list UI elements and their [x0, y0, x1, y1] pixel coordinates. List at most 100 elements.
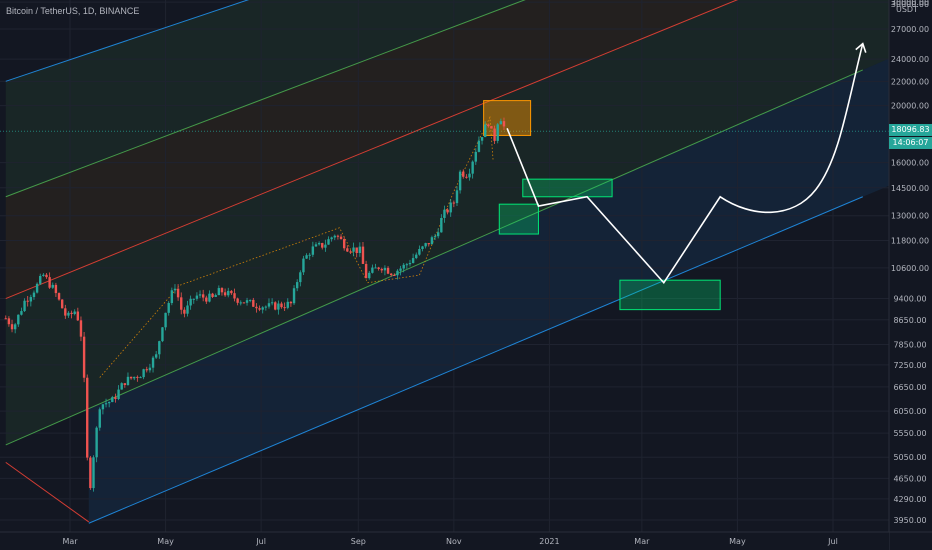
candle-body — [26, 300, 29, 302]
candle-body — [327, 239, 330, 245]
candle-body — [487, 124, 490, 127]
price-axis-tick: 5550.00 — [893, 429, 926, 438]
price-axis-currency: USDT — [896, 5, 918, 14]
candle-body — [396, 270, 399, 276]
candle-body — [289, 301, 293, 304]
candle-body — [10, 324, 14, 330]
candle-body — [443, 209, 446, 219]
channel-lines — [0, 0, 889, 524]
candle-body — [502, 121, 506, 127]
candle-body — [23, 300, 26, 312]
candle-body — [446, 209, 449, 213]
candle-body — [242, 302, 246, 304]
candle-body — [483, 124, 487, 138]
candle-body — [195, 295, 199, 299]
candle-body — [39, 275, 42, 284]
time-axis-tick: Sep — [351, 537, 366, 546]
candle-body — [280, 303, 283, 308]
candle-body — [474, 151, 477, 162]
candle-body — [377, 267, 380, 269]
candle-body — [111, 397, 114, 403]
candle-body — [161, 327, 164, 342]
candle-body — [452, 202, 456, 204]
price-axis-tick: 13000.00 — [891, 212, 929, 221]
candle-body — [427, 243, 430, 245]
channel-bands — [5, 0, 889, 524]
candle-body — [480, 137, 484, 141]
candle-body — [358, 246, 362, 254]
candle-body — [217, 288, 221, 296]
time-axis-tick: 2021 — [539, 537, 559, 546]
candle-body — [355, 247, 358, 254]
candle-body — [415, 254, 418, 259]
candle-body — [364, 263, 368, 279]
candle-body — [252, 299, 255, 307]
price-axis-tick: 6650.00 — [893, 383, 926, 392]
price-axis-top-tick: 30000.00 — [891, 0, 929, 9]
candle-body — [167, 303, 170, 313]
candle-body — [136, 376, 139, 378]
candle-body — [270, 302, 274, 304]
candle-body — [274, 302, 277, 310]
candle-body — [418, 249, 421, 255]
candle-body — [70, 312, 73, 315]
candle-body — [180, 297, 183, 310]
candle-body — [261, 307, 264, 310]
price-axis: 30000.00 27000.00 24000.00 22000.00 20000.00… — [891, 0, 929, 525]
candle-body — [117, 389, 120, 399]
candle-body — [339, 236, 343, 240]
candle-body — [98, 409, 101, 428]
candle-body — [321, 243, 324, 248]
candle-body — [201, 294, 205, 298]
candle-body — [493, 128, 496, 141]
candle-body — [133, 376, 136, 379]
candle-body — [64, 308, 67, 316]
candle-body — [402, 264, 405, 269]
channel-line-4 — [5, 0, 526, 198]
price-axis-tick: 22000.00 — [891, 77, 929, 86]
candle-body — [308, 254, 311, 256]
candle-body — [330, 237, 333, 240]
time-axis-tick: Nov — [446, 537, 462, 546]
candle-body — [154, 354, 158, 358]
candle-body — [305, 255, 308, 259]
candle-body — [236, 298, 239, 303]
candle-body — [198, 294, 202, 296]
channel-band — [88, 58, 889, 524]
price-axis-tick: 4650.00 — [893, 474, 926, 483]
price-axis-tick: 16000.00 — [891, 159, 929, 168]
candle-body — [430, 237, 434, 245]
price-projection-path — [506, 42, 867, 285]
candle-body — [101, 404, 105, 410]
candle-body — [142, 369, 145, 378]
candle-body — [73, 311, 76, 315]
candle-body — [277, 303, 280, 310]
candle-body — [440, 218, 443, 233]
candle-body — [490, 126, 493, 129]
time-axis-tick: May — [157, 537, 174, 546]
candle-body — [433, 236, 437, 238]
candle-body — [302, 258, 305, 273]
candle-body — [471, 161, 474, 174]
candle-body — [424, 243, 427, 247]
candle-body — [336, 235, 340, 237]
candle-body — [292, 288, 296, 304]
candle-body — [82, 336, 86, 378]
time-axis-tick: Mar — [634, 537, 650, 546]
channel-line-2 — [5, 69, 863, 446]
price-axis-tick: 6050.00 — [893, 407, 926, 416]
candle-body — [158, 341, 161, 355]
candle-body — [20, 311, 23, 315]
candle-body — [86, 377, 89, 458]
candle-body — [227, 290, 230, 296]
candle-body — [211, 293, 214, 297]
candle-body — [477, 140, 481, 152]
candle-body — [170, 290, 174, 304]
candle-body — [462, 171, 465, 177]
price-axis-tick: 4290.00 — [893, 495, 926, 504]
candle-body — [17, 314, 20, 325]
candle-body — [346, 248, 349, 252]
candle-body — [267, 303, 271, 307]
time-axis-tick: Mar — [62, 537, 78, 546]
